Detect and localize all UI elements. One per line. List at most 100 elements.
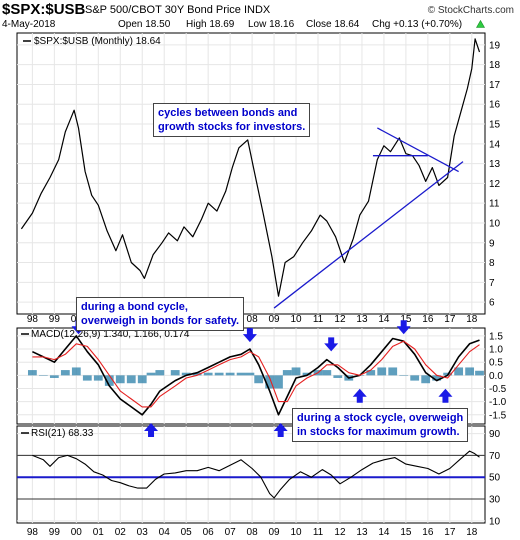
macd-histogram-bar: [245, 372, 255, 376]
arrow-up-icon: [438, 388, 453, 403]
macd-histogram-bar: [71, 367, 81, 376]
annotation-stock-cycle: during a stock cycle, overweigh in stock…: [292, 408, 469, 442]
arrow-up-icon: [144, 423, 159, 437]
y-tick-label: -1.5: [489, 410, 507, 421]
x-tick-label: 10: [290, 527, 302, 538]
title-bar: $SPX:$USB S&P 500/CBOT 30Y Bond Price IN…: [0, 0, 520, 20]
x-tick-label: 08: [247, 314, 259, 325]
x-tick-label: 18: [466, 314, 478, 325]
macd-histogram-bar: [236, 372, 246, 376]
y-tick-label: 11: [489, 199, 500, 210]
y-tick-label: -0.5: [489, 384, 507, 395]
symbol: $SPX:$USB: [2, 1, 86, 18]
macd-histogram-bar: [203, 372, 213, 376]
x-tick-label: 04: [159, 527, 171, 538]
arrow-down-icon: [242, 328, 257, 343]
x-tick-label: 13: [356, 314, 368, 325]
macd-histogram-bar: [181, 372, 191, 376]
macd-histogram-bar: [399, 375, 409, 376]
quote-bar: 4-May-2018 Open 18.50 High 18.69 Low 18.…: [0, 19, 520, 33]
resistance-trendline: [377, 127, 459, 173]
panel-frame-2: [16, 425, 486, 524]
x-tick-label: 17: [444, 314, 456, 325]
macd-histogram-bar: [192, 372, 202, 376]
macd-histogram-bar: [82, 375, 92, 381]
macd-histogram-bar: [410, 375, 420, 381]
x-tick-label: 16: [422, 314, 434, 325]
x-tick-label: 15: [400, 314, 412, 325]
quote-low: Low 18.16: [248, 19, 295, 30]
x-tick-label: 10: [290, 314, 302, 325]
y-tick-label: 18: [489, 60, 501, 71]
x-tick-label: 99: [49, 314, 61, 325]
arrow-up-icon: [273, 423, 288, 437]
macd-histogram-bar: [465, 367, 475, 376]
price-legend: $SPX:$USB (Monthly) 18.64: [34, 36, 161, 47]
macd-histogram-bar: [254, 375, 264, 384]
x-tick-label: 16: [422, 527, 434, 538]
y-tick-label: 90: [489, 429, 501, 440]
y-tick-label: 19: [489, 40, 501, 51]
macd-histogram-bar: [146, 372, 156, 376]
macd-histogram-bar: [115, 375, 125, 384]
y-tick-label: 70: [489, 451, 501, 462]
macd-histogram-bar: [60, 370, 70, 376]
macd-histogram-bar: [265, 375, 275, 389]
macd-histogram-bar: [155, 370, 165, 376]
y-tick-label: 17: [489, 80, 501, 91]
y-tick-label: 7: [489, 278, 495, 289]
macd-histogram-bar: [104, 375, 114, 386]
description: S&P 500/CBOT 30Y Bond Price INDX: [85, 4, 271, 16]
quote-change: Chg +0.13 (+0.70%): [372, 19, 463, 30]
change-triangle-up-icon: [475, 19, 486, 31]
macd-histogram-bar: [475, 370, 484, 376]
y-tick-label: 50: [489, 473, 501, 484]
annotation-bond-cycle: during a bond cycle, overweigh in bonds …: [76, 297, 245, 331]
macd-histogram-bar: [49, 375, 59, 378]
y-tick-label: 12: [489, 179, 501, 190]
y-tick-label: 6: [489, 298, 495, 309]
x-tick-label: 17: [444, 527, 456, 538]
y-tick-label: 8: [489, 258, 495, 269]
macd-legend: MACD(12,26,9) 1.340, 1.166, 0.174: [31, 329, 190, 340]
y-tick-label: 16: [489, 100, 501, 111]
macd-histogram-bar: [366, 370, 376, 376]
arrow-up-icon: [352, 388, 367, 403]
arrow-down-icon: [396, 320, 411, 335]
macd-histogram-bar: [126, 375, 136, 384]
macd-histogram-bar: [333, 375, 343, 378]
x-tick-label: 09: [269, 314, 281, 325]
macd-histogram-bar: [93, 375, 103, 381]
signal-line: [32, 340, 480, 408]
macd-histogram-bar: [454, 367, 464, 376]
x-tick-label: 07: [225, 527, 237, 538]
x-tick-label: 11: [313, 527, 324, 538]
y-tick-label: 0.0: [489, 371, 503, 382]
x-tick-label: 02: [115, 527, 127, 538]
x-tick-label: 98: [27, 527, 39, 538]
x-tick-label: 13: [356, 527, 368, 538]
macd-histogram-bar: [302, 372, 312, 376]
macd-histogram-bar: [291, 367, 301, 376]
y-tick-label: 9: [489, 238, 495, 249]
y-tick-label: 13: [489, 159, 501, 170]
macd-histogram-bar: [282, 370, 292, 376]
quote-open: Open 18.50: [118, 19, 171, 30]
x-tick-label: 14: [378, 314, 390, 325]
y-tick-label: 15: [489, 120, 501, 131]
panel-frame-0: [16, 32, 486, 315]
y-tick-label: 10: [489, 218, 501, 229]
macd-histogram-bar: [322, 370, 332, 376]
support-trendline: [273, 161, 464, 309]
quote-date: 4-May-2018: [2, 19, 56, 30]
x-tick-label: 12: [334, 527, 346, 538]
x-tick-label: 18: [466, 527, 478, 538]
x-tick-label: 11: [313, 314, 324, 325]
macd-histogram-bar: [38, 375, 48, 376]
macd-histogram-bar: [421, 375, 431, 384]
x-tick-label: 05: [181, 527, 193, 538]
y-tick-label: 1.0: [489, 345, 503, 356]
macd-histogram-bar: [274, 375, 283, 389]
x-tick-label: 98: [27, 314, 39, 325]
